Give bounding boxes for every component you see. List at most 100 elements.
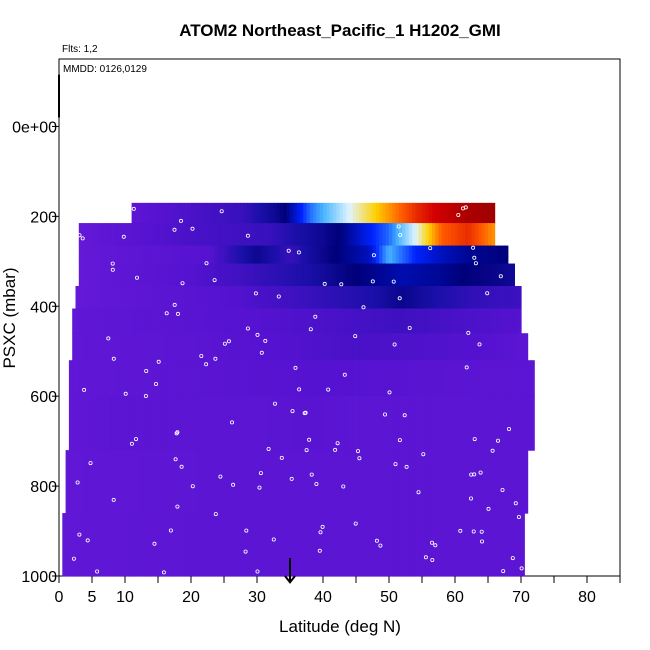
heatmap-cell bbox=[125, 513, 129, 577]
heatmap-cell bbox=[418, 513, 423, 577]
heatmap-cell bbox=[511, 333, 515, 361]
observation-point bbox=[397, 296, 402, 301]
observation-point bbox=[471, 529, 476, 534]
heatmap-cell bbox=[105, 308, 110, 334]
heatmap-cell bbox=[356, 263, 360, 287]
heatmap-cell bbox=[296, 308, 301, 334]
heatmap-cell bbox=[263, 223, 268, 247]
heatmap-cell bbox=[158, 245, 162, 265]
heatmap-cell bbox=[395, 263, 400, 287]
heatmap-cell bbox=[240, 396, 245, 451]
heatmap-cell bbox=[187, 286, 192, 310]
heatmap-cell bbox=[151, 360, 156, 397]
observation-point bbox=[129, 441, 134, 446]
heatmap-cell bbox=[85, 286, 90, 310]
heatmap-cell bbox=[151, 333, 156, 361]
heatmap-cell bbox=[75, 396, 80, 451]
observation-point bbox=[393, 462, 398, 467]
heatmap-cell bbox=[118, 450, 123, 514]
heatmap-cell bbox=[451, 513, 456, 577]
heatmap-cell bbox=[445, 286, 449, 310]
heatmap-cell bbox=[455, 223, 459, 247]
heatmap-cell bbox=[121, 223, 126, 247]
heatmap-cell bbox=[230, 286, 235, 310]
heatmap-cell bbox=[167, 333, 172, 361]
heatmap-cell bbox=[352, 202, 357, 224]
observation-point bbox=[490, 448, 495, 453]
heatmap-cell bbox=[375, 333, 380, 361]
heatmap-cell bbox=[435, 286, 440, 310]
heatmap-cell bbox=[233, 513, 238, 577]
heatmap-cell bbox=[309, 333, 314, 361]
heatmap-cell bbox=[171, 223, 176, 247]
heatmap-cell bbox=[286, 223, 291, 247]
heatmap-cell bbox=[323, 396, 327, 451]
heatmap-cell bbox=[474, 308, 479, 334]
heatmap-cell bbox=[507, 450, 512, 514]
observation-point bbox=[279, 455, 284, 460]
heatmap-cell bbox=[517, 360, 522, 397]
heatmap-cell bbox=[131, 245, 136, 265]
heatmap-cell bbox=[349, 245, 354, 265]
heatmap-cell bbox=[247, 396, 251, 451]
observation-point bbox=[77, 233, 82, 238]
heatmap-cell bbox=[319, 308, 324, 334]
heatmap-cell bbox=[293, 223, 298, 247]
heatmap-cell bbox=[402, 308, 407, 334]
heatmap-cell bbox=[339, 308, 344, 334]
heatmap-cell bbox=[415, 202, 420, 224]
heatmap-cell bbox=[134, 223, 139, 247]
heatmap-cell bbox=[385, 360, 390, 397]
heatmap-cell bbox=[481, 245, 486, 265]
heatmap-cell bbox=[115, 513, 119, 577]
heatmap-cell bbox=[286, 360, 291, 397]
heatmap-cell bbox=[471, 308, 476, 334]
heatmap-cell bbox=[98, 333, 103, 361]
heatmap-cell bbox=[488, 513, 492, 577]
heatmap-cell bbox=[257, 333, 261, 361]
heatmap-cell bbox=[263, 333, 268, 361]
observation-point bbox=[123, 391, 128, 396]
heatmap-cell bbox=[352, 263, 357, 287]
heatmap-cell bbox=[392, 308, 397, 334]
heatmap-cell bbox=[197, 450, 202, 514]
heatmap-cell bbox=[154, 245, 159, 265]
heatmap-cell bbox=[339, 202, 344, 224]
heatmap-cell bbox=[313, 450, 317, 514]
heatmap-cell bbox=[171, 263, 176, 287]
heatmap-cell bbox=[95, 396, 100, 451]
heatmap-cell bbox=[75, 360, 80, 397]
heatmap-cell bbox=[309, 223, 314, 247]
heatmap-cell bbox=[141, 308, 146, 334]
heatmap-cell bbox=[448, 245, 453, 265]
heatmap-cell bbox=[484, 513, 489, 577]
heatmap-cell bbox=[191, 513, 195, 577]
heatmap-cell bbox=[497, 450, 502, 514]
heatmap-cell bbox=[194, 223, 199, 247]
heatmap-cell bbox=[392, 450, 397, 514]
heatmap-cell bbox=[438, 308, 443, 334]
heatmap-cell bbox=[131, 263, 136, 287]
observation-point bbox=[95, 569, 100, 574]
heatmap-cell bbox=[276, 202, 281, 224]
heatmap-cell bbox=[306, 333, 311, 361]
heatmap-cell bbox=[158, 513, 162, 577]
heatmap-cell bbox=[108, 263, 113, 287]
heatmap-cell bbox=[171, 396, 176, 451]
heatmap-cell bbox=[187, 396, 192, 451]
heatmap-cell bbox=[233, 286, 238, 310]
heatmap-cell bbox=[359, 360, 364, 397]
heatmap-cell bbox=[227, 360, 232, 397]
heatmap-cell bbox=[468, 396, 473, 451]
heatmap-cell bbox=[95, 263, 100, 287]
heatmap-cell bbox=[161, 308, 166, 334]
heatmap-cell bbox=[158, 450, 162, 514]
heatmap-cell bbox=[263, 396, 268, 451]
heatmap-cell bbox=[72, 308, 77, 334]
heatmap-cell bbox=[181, 513, 185, 577]
heatmap-cell bbox=[431, 396, 436, 451]
heatmap-cell bbox=[402, 245, 407, 265]
heatmap-cell bbox=[375, 513, 380, 577]
heatmap-cell bbox=[323, 308, 327, 334]
heatmap-cell bbox=[184, 245, 189, 265]
